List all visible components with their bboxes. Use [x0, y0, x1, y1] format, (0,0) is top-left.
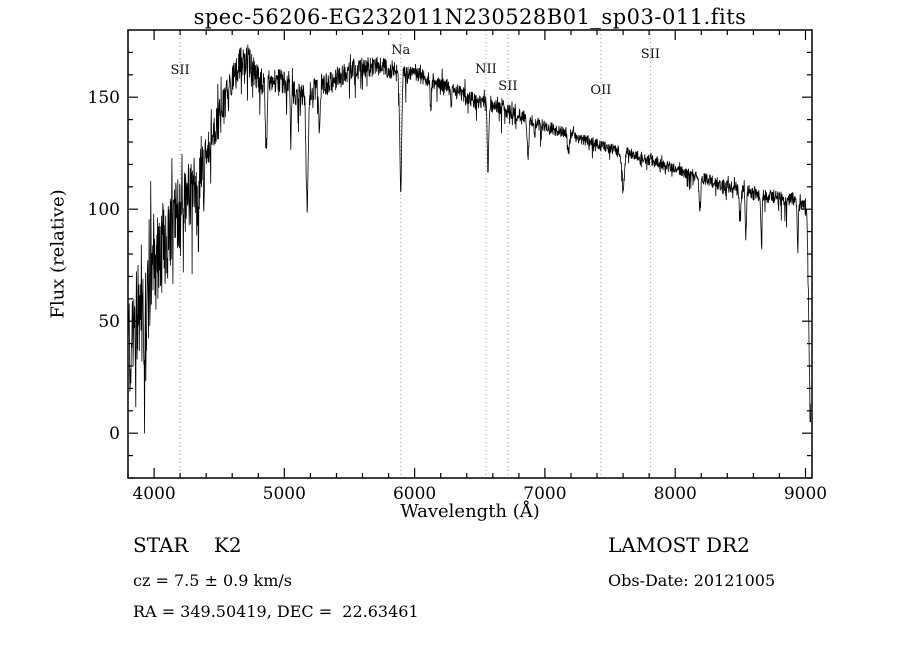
object-class-label: STAR K2: [133, 533, 242, 557]
x-tick-label: 8000: [654, 484, 697, 504]
x-tick-label: 4000: [132, 484, 175, 504]
obs-date: Obs-Date: 20121005: [608, 571, 776, 590]
spectrum-trace: [128, 44, 811, 434]
x-tick-label: 9000: [784, 484, 827, 504]
y-tick-label: 100: [88, 200, 120, 220]
spectral-line-label: SII: [171, 63, 190, 78]
spectral-line-label: SII: [641, 47, 660, 62]
y-axis-label: Flux (relative): [47, 189, 69, 319]
survey-label: LAMOST DR2: [608, 533, 750, 557]
plot-title: spec-56206-EG232011N230528B01_sp03-011.f…: [193, 5, 747, 29]
y-tick-label: 0: [109, 424, 120, 444]
x-tick-label: 7000: [523, 484, 566, 504]
cz-value: cz = 7.5 ± 0.9 km/s: [133, 571, 292, 590]
spectral-line-label: SII: [498, 79, 517, 94]
spectral-line-label: OII: [590, 83, 611, 98]
spectral-line-label: Na: [391, 43, 410, 58]
x-axis-label: Wavelength (Å): [400, 501, 540, 522]
y-tick-label: 50: [98, 312, 120, 332]
spectral-line-label: NII: [475, 62, 497, 77]
ra-dec-coordinates: RA = 349.50419, DEC = 22.63461: [133, 602, 419, 621]
x-tick-label: 6000: [393, 484, 436, 504]
y-tick-label: 150: [88, 88, 120, 108]
x-tick-label: 5000: [263, 484, 306, 504]
